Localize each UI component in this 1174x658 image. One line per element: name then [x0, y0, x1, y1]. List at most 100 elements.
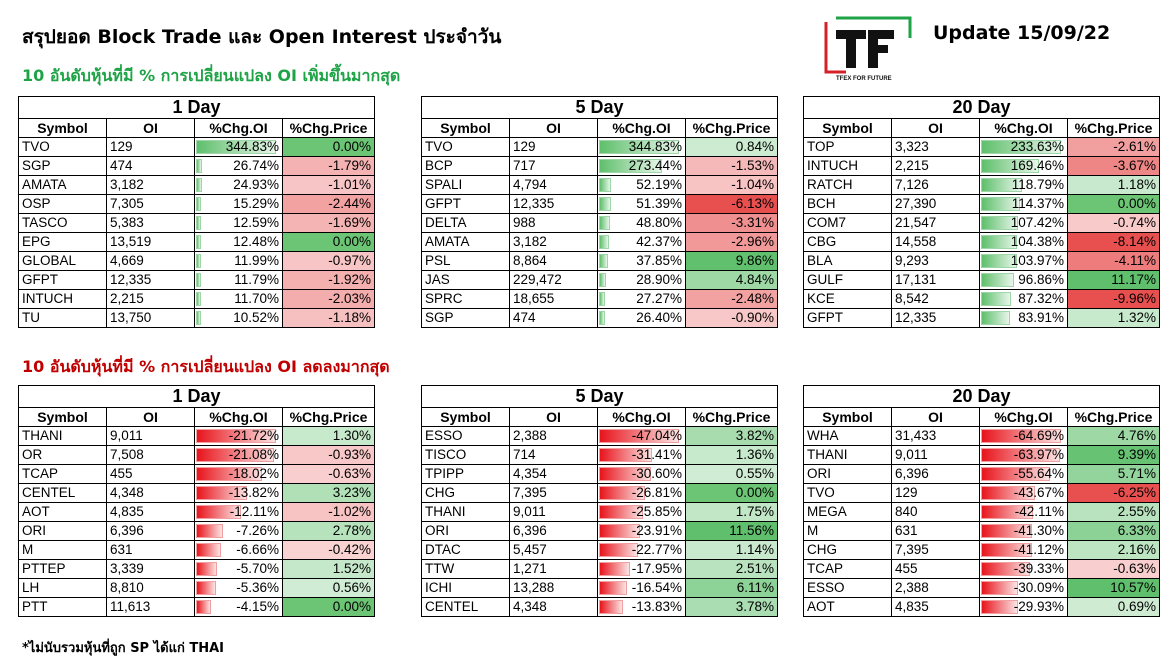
chg-oi-value: 233.63%	[1010, 139, 1064, 154]
oi-cell: 27,390	[891, 194, 980, 214]
chg-oi-databar	[196, 216, 201, 230]
symbol-cell: INTUCH	[803, 156, 892, 176]
chg-oi-cell: -12.11%	[194, 502, 283, 522]
symbol-cell: ESSO	[421, 426, 510, 446]
oi-cell: 717	[509, 156, 598, 176]
chg-oi-value: -12.11%	[229, 504, 279, 519]
table-row: TVO 129 344.83% 0.84%	[421, 137, 778, 157]
chg-oi-value: 11.70%	[234, 291, 279, 306]
column-header: %Chg.Price	[685, 118, 778, 138]
chg-oi-cell: 15.29%	[194, 194, 283, 214]
table-row: ESSO 2,388 -30.09% 10.57%	[803, 578, 1160, 598]
chg-oi-databar	[599, 486, 645, 500]
chg-oi-value: 104.38%	[1010, 234, 1064, 249]
table-row: COM7 21,547 107.42% -0.74%	[803, 213, 1160, 233]
symbol-cell: PSL	[421, 251, 510, 271]
chg-oi-cell: 24.93%	[194, 175, 283, 195]
chg-price-cell: 0.00%	[282, 232, 375, 252]
chg-oi-cell: -21.72%	[194, 426, 283, 446]
chg-price-cell: 1.14%	[685, 540, 778, 560]
symbol-cell: CBG	[803, 232, 892, 252]
chg-oi-cell: 104.38%	[979, 232, 1068, 252]
oi-cell: 7,508	[106, 445, 195, 465]
chg-oi-databar	[196, 467, 263, 481]
chg-price-cell: -1.69%	[282, 213, 375, 233]
chg-oi-value: -5.36%	[236, 580, 279, 595]
table-row: BCP 717 273.44% -1.53%	[421, 156, 778, 176]
table-row: TOP 3,323 233.63% -2.61%	[803, 137, 1160, 157]
chg-price-cell: -1.92%	[282, 270, 375, 290]
oi-cell: 8,542	[891, 289, 980, 309]
oi-cell: 7,305	[106, 194, 195, 214]
chg-oi-databar	[981, 292, 1011, 306]
page-title: สรุปยอด Block Trade และ Open Interest ปร…	[22, 26, 502, 48]
chg-price-cell: 0.69%	[1067, 597, 1160, 617]
chg-oi-value: -43.67%	[1013, 485, 1064, 500]
chg-oi-value: 10.52%	[233, 310, 279, 325]
chg-oi-cell: 48.80%	[597, 213, 686, 233]
chg-oi-value: 15.29%	[233, 196, 279, 211]
chg-oi-value: -30.09%	[1013, 580, 1064, 595]
chg-price-cell: 9.39%	[1067, 445, 1160, 465]
chg-price-cell: -0.42%	[282, 540, 375, 560]
chg-oi-databar	[981, 448, 1061, 462]
oi-cell: 631	[891, 521, 980, 541]
chg-oi-databar	[981, 159, 1040, 173]
table-row: SPALI 4,794 52.19% -1.04%	[421, 175, 778, 195]
symbol-cell: PTT	[18, 597, 107, 617]
chg-price-cell: -2.61%	[1067, 137, 1160, 157]
symbol-cell: WHA	[803, 426, 892, 446]
chg-oi-databar	[599, 254, 608, 268]
chg-oi-cell: 344.83%	[194, 137, 283, 157]
chg-oi-value: 26.40%	[636, 310, 682, 325]
chg-oi-value: -17.95%	[631, 561, 682, 576]
oi-cell: 4,348	[509, 597, 598, 617]
column-header: %Chg.OI	[979, 118, 1068, 138]
chg-oi-cell: -39.33%	[979, 559, 1068, 579]
oi-cell: 9,293	[891, 251, 980, 271]
chg-oi-cell: -5.70%	[194, 559, 283, 579]
chg-oi-cell: -30.60%	[597, 464, 686, 484]
column-header: %Chg.Price	[1067, 407, 1160, 427]
symbol-cell: BCP	[421, 156, 510, 176]
chg-oi-cell: -13.82%	[194, 483, 283, 503]
chg-oi-value: 51.39%	[636, 196, 682, 211]
symbol-cell: BCH	[803, 194, 892, 214]
table-row: TPIPP 4,354 -30.60% 0.55%	[421, 464, 778, 484]
symbol-cell: KCE	[803, 289, 892, 309]
chg-oi-cell: -26.81%	[597, 483, 686, 503]
table-row: CHG 7,395 -41.12% 2.16%	[803, 540, 1160, 560]
chg-oi-value: 26.74%	[233, 158, 279, 173]
chg-oi-value: 118.79%	[1011, 177, 1064, 192]
oi-cell: 5,383	[106, 213, 195, 233]
table-row: THANI 9,011 -25.85% 1.75%	[421, 502, 778, 522]
column-header: OI	[509, 407, 598, 427]
symbol-cell: TVO	[421, 137, 510, 157]
chg-oi-value: -16.54%	[631, 580, 682, 595]
chg-price-cell: 11.56%	[685, 521, 778, 541]
table-row: GFPT 12,335 51.39% -6.13%	[421, 194, 778, 214]
oi-cell: 455	[106, 464, 195, 484]
chg-oi-cell: -22.77%	[597, 540, 686, 560]
chg-oi-value: 42.37%	[636, 234, 682, 249]
table-row: BCH 27,390 114.37% 0.00%	[803, 194, 1160, 214]
chg-price-cell: -2.96%	[685, 232, 778, 252]
chg-oi-databar	[981, 429, 1062, 443]
column-header: Symbol	[18, 118, 107, 138]
chg-oi-databar	[196, 273, 201, 287]
table-row: ORI 6,396 -7.26% 2.78%	[18, 521, 375, 541]
table-row: MEGA 840 -42.11% 2.55%	[803, 502, 1160, 522]
period-label: 5 Day	[421, 96, 778, 119]
chg-oi-value: 344.83%	[628, 139, 682, 154]
chg-oi-databar	[196, 524, 223, 538]
chg-oi-cell: -29.93%	[979, 597, 1068, 617]
oi-cell: 18,655	[509, 289, 598, 309]
table-row: INTUCH 2,215 11.70% -2.03%	[18, 289, 375, 309]
oi-cell: 8,864	[509, 251, 598, 271]
symbol-cell: TISCO	[421, 445, 510, 465]
chg-oi-databar	[599, 235, 609, 249]
chg-oi-value: -5.70%	[236, 561, 279, 576]
chg-price-cell: 1.32%	[1067, 308, 1160, 328]
table-row: KCE 8,542 87.32% -9.96%	[803, 289, 1160, 309]
chg-oi-value: -31.41%	[631, 447, 682, 462]
